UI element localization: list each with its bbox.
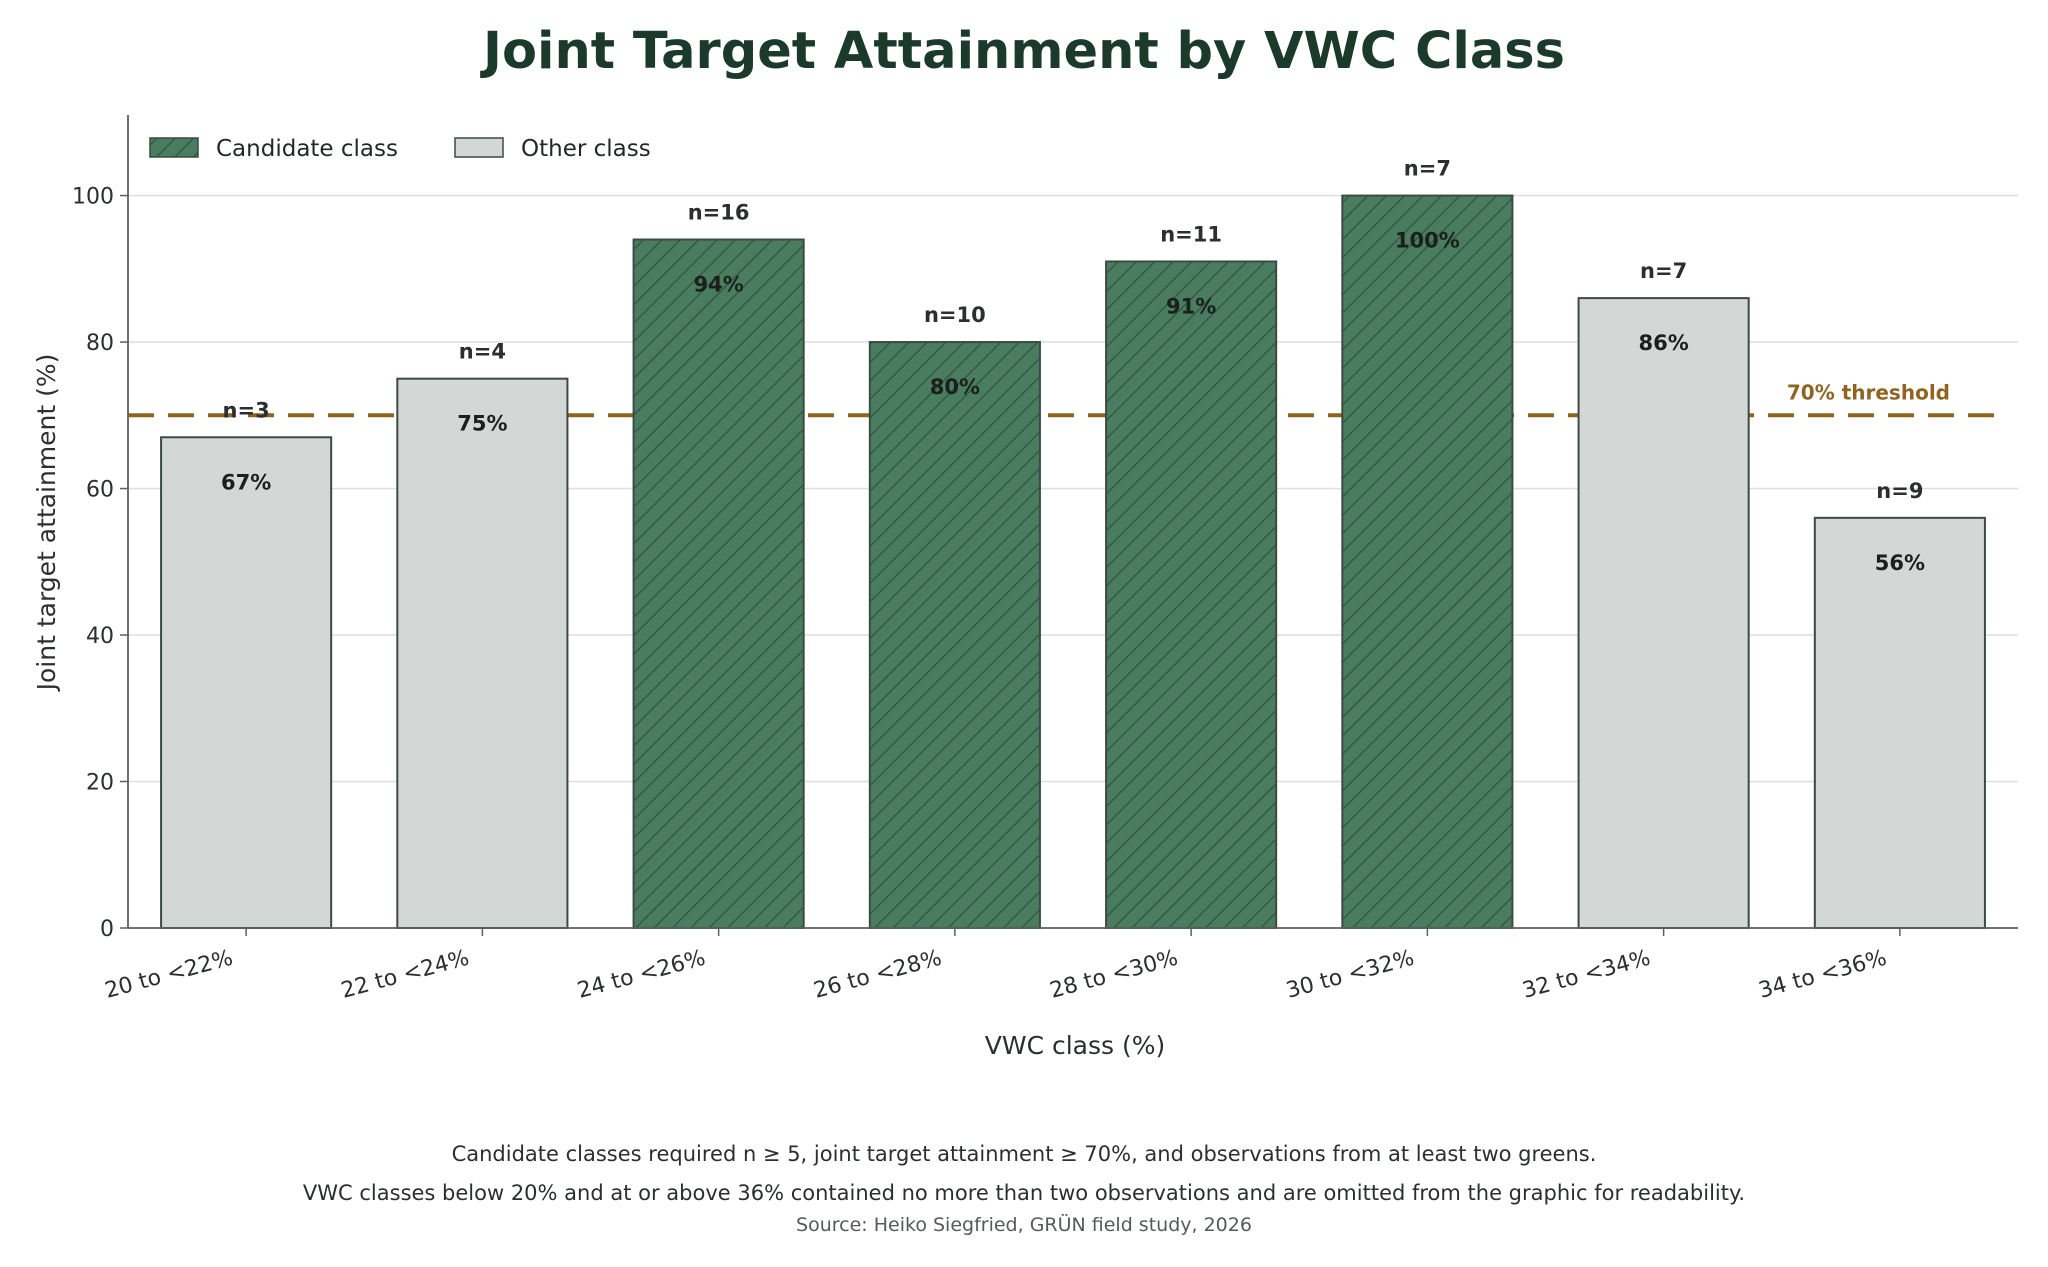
x-tick-label: 26 to <28% bbox=[811, 946, 944, 1004]
bar bbox=[1577, 297, 1750, 929]
sample-size-label: n=11 bbox=[1160, 222, 1222, 246]
value-label: 80% bbox=[930, 375, 980, 399]
x-tick-label: 34 to <36% bbox=[1756, 946, 1889, 1004]
y-tick-label: 100 bbox=[72, 185, 114, 210]
bar bbox=[868, 341, 1041, 929]
sample-size-label: n=16 bbox=[688, 201, 750, 225]
value-label: 100% bbox=[1395, 229, 1460, 253]
sample-size-label: n=7 bbox=[1404, 157, 1451, 181]
threshold-label: 70% threshold bbox=[1787, 380, 1950, 404]
sample-size-label: n=4 bbox=[459, 340, 506, 364]
legend: Candidate class Other class bbox=[149, 136, 651, 162]
value-label: 94% bbox=[693, 273, 743, 297]
sample-size-label: n=3 bbox=[223, 398, 270, 422]
bar bbox=[1813, 516, 1986, 929]
labels: 67% n=3 75% n=4 94% n=16 80% n=10 91% n=11 100% n=7… bbox=[221, 157, 1950, 575]
value-label: 67% bbox=[221, 470, 271, 494]
y-tick-label: 60 bbox=[86, 478, 114, 503]
footnote-omitted-classes: VWC classes below 20% and at or above 36… bbox=[302, 1181, 1746, 1205]
x-tick-label: 30 to <32% bbox=[1284, 946, 1417, 1004]
y-tick-label: 20 bbox=[86, 771, 114, 796]
bar bbox=[1341, 194, 1514, 929]
bar bbox=[160, 436, 333, 929]
sample-size-label: n=10 bbox=[924, 303, 986, 327]
x-tick-label: 22 to <24% bbox=[339, 946, 472, 1004]
bar bbox=[632, 238, 805, 930]
y-tick-label: 40 bbox=[86, 624, 114, 649]
value-label: 91% bbox=[1166, 294, 1216, 318]
y-axis-title: Joint target attainment (%) bbox=[32, 354, 61, 693]
x-tick-label: 24 to <26% bbox=[575, 946, 708, 1004]
source-note: Source: Heiko Siegfried, GRÜN field stud… bbox=[796, 1214, 1252, 1236]
value-label: 75% bbox=[457, 412, 507, 436]
value-label: 86% bbox=[1638, 331, 1688, 355]
y-tick-label: 0 bbox=[100, 917, 114, 942]
x-tick-label: 32 to <34% bbox=[1520, 946, 1653, 1004]
value-label: 56% bbox=[1875, 551, 1925, 575]
bar bbox=[396, 377, 569, 930]
x-tick-label: 20 to <22% bbox=[102, 946, 235, 1004]
bars bbox=[160, 194, 1986, 930]
footnote-criteria: Candidate classes required n ≥ 5, joint … bbox=[451, 1142, 1597, 1166]
legend-swatch bbox=[149, 137, 199, 158]
sample-size-label: n=9 bbox=[1876, 479, 1923, 503]
legend-swatch bbox=[454, 137, 504, 158]
x-axis-title: VWC class (%) bbox=[985, 1031, 1166, 1060]
sample-size-label: n=7 bbox=[1640, 259, 1687, 283]
legend-label: Other class bbox=[521, 136, 651, 162]
bar bbox=[1105, 260, 1278, 929]
chart-title: Joint Target Attainment by VWC Class bbox=[482, 22, 1565, 81]
legend-label: Candidate class bbox=[216, 136, 398, 162]
y-tick-label: 80 bbox=[86, 331, 114, 356]
x-tick-label: 28 to <30% bbox=[1047, 946, 1180, 1004]
